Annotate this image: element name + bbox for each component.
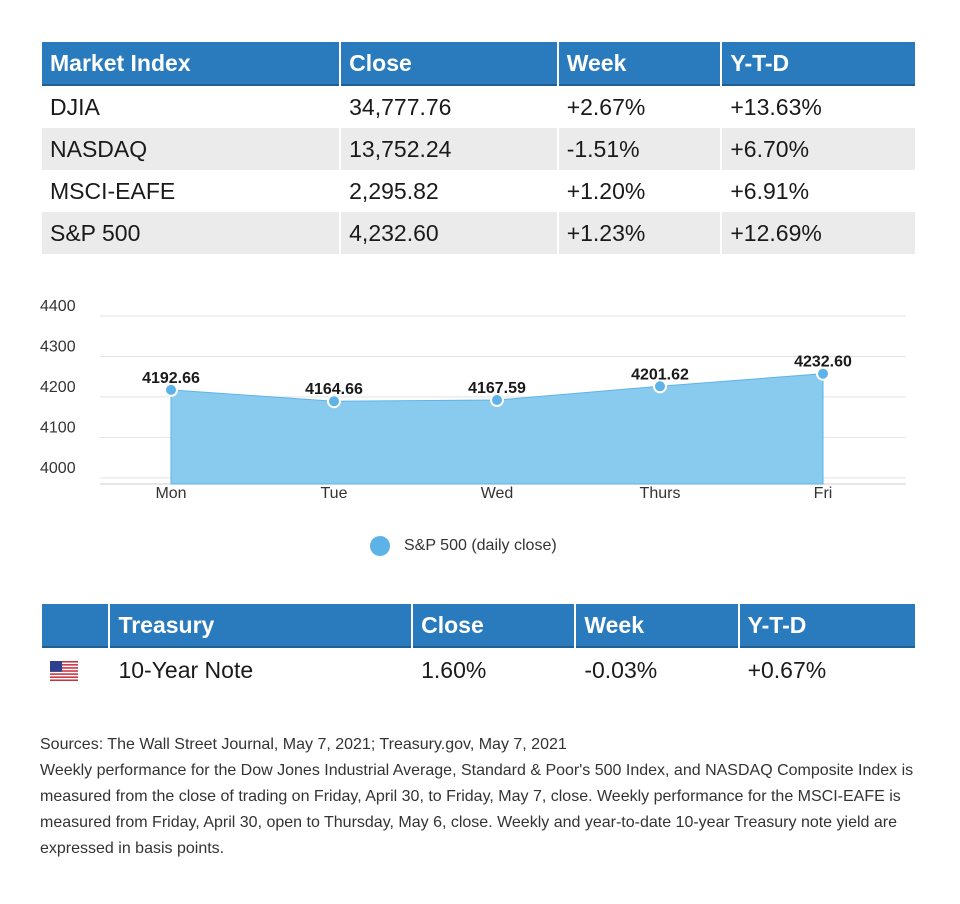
header-market-index: Market Index — [42, 42, 340, 86]
data-labels: 4192.66 4164.66 4167.59 4201.62 4232.60 — [142, 354, 852, 398]
data-point — [164, 382, 178, 397]
data-point — [816, 366, 830, 381]
index-name: DJIA — [50, 93, 100, 120]
treasury-ytd: +0.67% — [747, 656, 827, 683]
treasury-close: 1.60% — [421, 656, 487, 683]
data-label: 4232.60 — [794, 354, 852, 371]
index-week: +1.23% — [558, 212, 721, 254]
treasury-header-row: Treasury Close Week Y-T-D — [42, 604, 915, 648]
data-label: 4201.62 — [631, 366, 689, 383]
legend-label: S&P 500 (daily close) — [404, 537, 557, 554]
y-tick-label: 4300 — [40, 338, 76, 355]
index-name: MSCI-EAFE — [50, 177, 176, 204]
index-ytd: +6.91% — [730, 177, 810, 204]
index-close: 4,232.60 — [341, 212, 557, 254]
index-week: +2.67% — [566, 93, 646, 120]
sources-note: Sources: The Wall Street Journal, May 7,… — [40, 736, 567, 753]
table-row: S&P 500 4,232.60 +1.23% +12.69% — [42, 212, 915, 254]
index-ytd: +12.69% — [722, 212, 915, 254]
table-row: MSCI-EAFE 2,295.82 +1.20% +6.91% — [42, 170, 915, 212]
treasury-name: 10-Year Note — [118, 656, 254, 683]
table-row: 10-Year Note 1.60% -0.03% +0.67% — [42, 648, 915, 692]
index-close: 2,295.82 — [349, 177, 439, 204]
footnotes: Sources: The Wall Street Journal, May 7,… — [40, 732, 920, 862]
treasury-table: Treasury Close Week Y-T-D 10- — [40, 604, 917, 692]
header-ytd: Y-T-D — [739, 604, 915, 648]
header-ytd: Y-T-D — [722, 42, 915, 86]
y-tick-label: 4100 — [40, 419, 76, 436]
table-row: NASDAQ 13,752.24 -1.51% +6.70% — [42, 128, 915, 170]
y-tick-label: 4400 — [40, 298, 76, 315]
index-week: -1.51% — [558, 128, 721, 170]
data-point — [327, 394, 341, 409]
x-tick-label: Thurs — [640, 485, 681, 502]
header-flag — [42, 604, 109, 648]
index-close: 34,777.76 — [349, 93, 452, 120]
flag-cell — [42, 648, 108, 692]
index-close: 13,752.24 — [341, 128, 557, 170]
data-point — [490, 393, 504, 408]
data-points — [164, 366, 830, 409]
market-table-header-row: Market Index Close Week Y-T-D — [42, 42, 915, 86]
data-label: 4167.59 — [468, 380, 526, 397]
header-treasury: Treasury — [110, 604, 412, 648]
market-index-table: Market Index Close Week Y-T-D DJIA 34,77… — [40, 42, 917, 254]
header-week: Week — [576, 604, 738, 648]
legend-swatch — [370, 536, 390, 556]
index-name: S&P 500 — [42, 212, 340, 254]
index-ytd: +13.63% — [730, 93, 822, 120]
index-ytd: +6.70% — [722, 128, 915, 170]
x-tick-label: Mon — [155, 485, 186, 502]
y-tick-label: 4000 — [40, 460, 76, 477]
us-flag-icon — [50, 661, 78, 682]
x-tick-label: Fri — [814, 485, 833, 502]
chart-legend: S&P 500 (daily close) — [370, 536, 557, 556]
data-label: 4192.66 — [142, 370, 200, 387]
data-label: 4164.66 — [305, 381, 363, 398]
x-tick-label: Tue — [321, 485, 348, 502]
x-tick-label: Wed — [481, 485, 514, 502]
header-close: Close — [413, 604, 575, 648]
y-tick-label: 4200 — [40, 379, 76, 396]
index-week: +1.20% — [566, 177, 646, 204]
y-axis-ticks: 4400 4300 4200 4100 4000 — [40, 298, 76, 477]
sp500-area-chart: 4400 4300 4200 4100 4000 4192.66 4164.66 4167.… — [40, 298, 906, 502]
methodology-note: Weekly performance for the Dow Jones Ind… — [40, 762, 914, 857]
header-close: Close — [341, 42, 557, 86]
header-week: Week — [558, 42, 721, 86]
data-point — [653, 379, 667, 394]
x-axis-ticks: Mon Tue Wed Thurs Fri — [155, 485, 832, 502]
index-name: NASDAQ — [42, 128, 340, 170]
table-row: DJIA 34,777.76 +2.67% +13.63% — [42, 86, 915, 128]
treasury-week: -0.03% — [584, 656, 658, 683]
